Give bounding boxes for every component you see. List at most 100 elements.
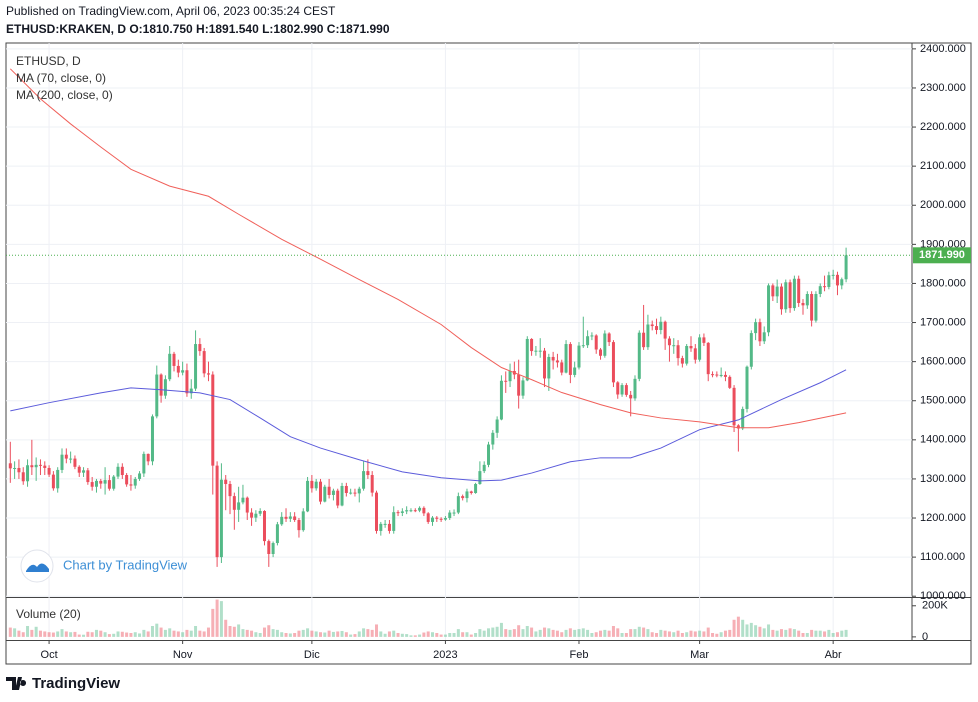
candle-body: [47, 467, 51, 475]
volume-bar: [138, 633, 142, 637]
volume-bar: [715, 633, 719, 637]
volume-bar: [125, 632, 129, 637]
volume-bar: [103, 632, 107, 637]
volume-bar: [573, 629, 577, 637]
volume-bar: [327, 630, 331, 637]
candle-body: [409, 510, 413, 512]
volume-bar: [551, 629, 555, 637]
candle-body: [357, 488, 361, 494]
x-tick-label: Abr: [825, 649, 842, 661]
volume-bar: [706, 627, 710, 637]
volume-bar: [297, 630, 301, 637]
volume-bar: [719, 632, 723, 637]
candle-body: [64, 454, 68, 459]
candle-body: [534, 350, 538, 352]
volume-bar: [736, 616, 740, 637]
volume-bar: [306, 628, 310, 637]
volume-bar: [508, 629, 512, 637]
volume-bar: [64, 631, 68, 637]
volume-bar: [120, 631, 124, 637]
candle-body: [732, 387, 736, 426]
volume-bar: [379, 631, 383, 637]
volume-bar: [810, 629, 814, 637]
volume-bar: [336, 631, 340, 637]
candle-body: [719, 374, 723, 376]
candle-body: [581, 345, 585, 347]
candle-body: [469, 491, 473, 494]
candle-body: [586, 336, 590, 346]
candle-body: [564, 344, 568, 373]
volume-bar: [469, 634, 473, 637]
volume-bar: [284, 633, 288, 637]
volume-bar: [517, 625, 521, 637]
volume-bar: [698, 630, 702, 637]
volume-tick-label: 200K: [922, 600, 948, 612]
candle-body: [426, 513, 430, 522]
volume-bar: [250, 630, 254, 637]
volume-bar: [831, 633, 835, 637]
candle-body: [491, 432, 495, 445]
candle-body: [723, 374, 727, 377]
volume-bar: [495, 626, 499, 637]
candle-body: [680, 358, 684, 364]
y-tick-label: 1600.000: [920, 356, 966, 368]
volume-bar: [693, 631, 697, 637]
candle-body: [232, 496, 236, 510]
candle-body: [443, 518, 447, 520]
candle-body: [159, 374, 163, 396]
candle-body: [448, 512, 452, 519]
candle-body: [387, 523, 391, 531]
candle-body: [560, 362, 564, 373]
volume-bar: [732, 619, 736, 637]
volume-bar: [8, 627, 12, 637]
volume-bar: [784, 629, 788, 637]
volume-bar: [413, 635, 417, 637]
volume-bar: [418, 634, 422, 637]
volume-bar: [611, 626, 615, 637]
volume-bar: [633, 629, 637, 637]
volume-bar: [202, 631, 206, 637]
volume-bar: [172, 630, 176, 637]
brand-logo: [6, 677, 27, 690]
candle-body: [172, 353, 176, 366]
candle-body: [547, 356, 551, 379]
candle-body: [642, 332, 646, 348]
volume-bar: [439, 634, 443, 637]
candle-body: [181, 370, 185, 373]
candle-body: [168, 353, 172, 380]
candle-body: [383, 523, 387, 525]
candle-body: [336, 490, 340, 506]
x-tick-label: Nov: [173, 649, 193, 661]
candle-body: [633, 378, 637, 399]
candle-body: [659, 321, 663, 330]
candle-body: [754, 322, 758, 334]
volume-bar: [590, 633, 594, 637]
candle-body: [767, 285, 771, 333]
volume-bar: [405, 634, 409, 637]
candle-body: [452, 512, 456, 514]
y-tick-label: 2400.000: [920, 43, 966, 55]
volume-bar: [86, 631, 90, 637]
candle-body: [573, 367, 577, 375]
y-tick-label: 1100.000: [920, 551, 965, 563]
candle-body: [478, 471, 482, 485]
x-tick-label: Oct: [41, 649, 58, 661]
volume-bar: [271, 629, 275, 637]
volume-bar: [146, 631, 150, 637]
volume-bar: [94, 629, 98, 637]
volume-bar: [534, 631, 538, 637]
volume-bar: [185, 629, 189, 637]
watermark-text: Chart by TradingView: [63, 557, 188, 572]
candle-body: [508, 371, 512, 382]
candle-body: [495, 419, 499, 433]
candle-body: [293, 516, 297, 520]
volume-bar: [241, 629, 245, 637]
volume-bar: [586, 629, 590, 637]
volume-bar: [293, 633, 297, 637]
volume-bar: [228, 626, 232, 637]
candle-body: [594, 335, 598, 350]
volume-bar: [702, 631, 706, 637]
y-tick-label: 1700.000: [920, 316, 966, 328]
volume-bar: [465, 632, 469, 637]
